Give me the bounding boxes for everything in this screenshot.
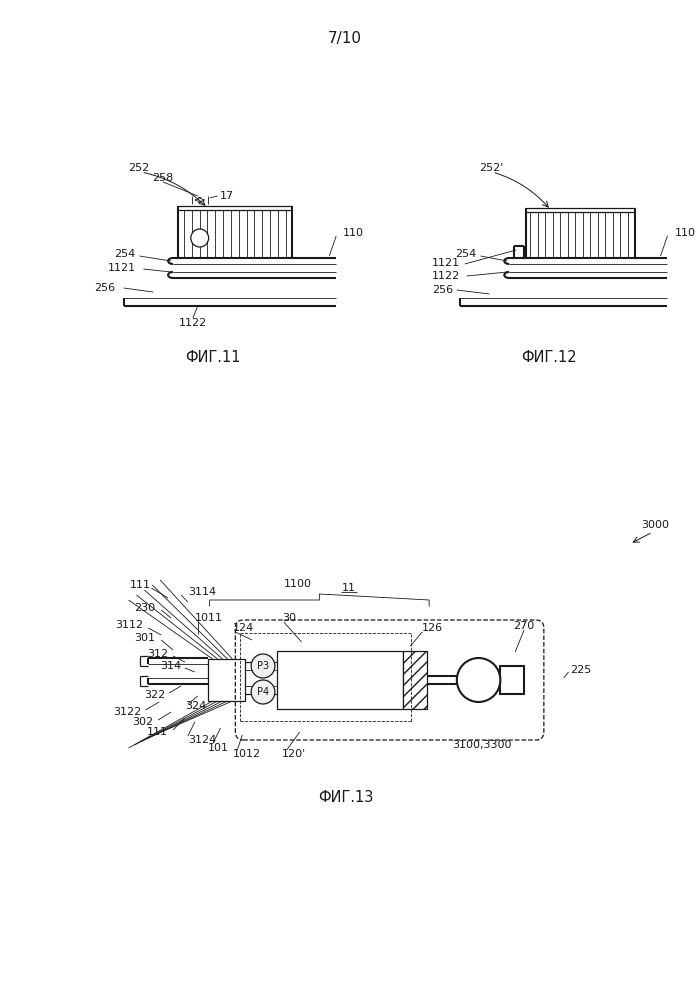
Text: 252': 252' — [480, 163, 504, 173]
Text: 254: 254 — [455, 249, 477, 259]
Circle shape — [191, 229, 208, 247]
Text: 1100: 1100 — [284, 579, 312, 589]
Text: P4: P4 — [257, 687, 269, 697]
Text: ФИГ.11: ФИГ.11 — [185, 351, 240, 365]
Text: 254: 254 — [114, 249, 136, 259]
Text: 270: 270 — [514, 621, 535, 631]
Text: 252: 252 — [129, 163, 150, 173]
Text: 3112: 3112 — [115, 620, 143, 630]
Text: 124: 124 — [232, 623, 254, 633]
Text: 110: 110 — [675, 228, 696, 238]
Text: 312: 312 — [147, 649, 168, 659]
Text: 3000: 3000 — [642, 520, 670, 530]
Circle shape — [251, 680, 275, 704]
Text: 225: 225 — [570, 665, 592, 675]
Text: 256: 256 — [94, 283, 116, 293]
Text: 11: 11 — [342, 583, 356, 593]
Text: 7/10: 7/10 — [328, 30, 362, 45]
Text: 111: 111 — [147, 727, 168, 737]
Bar — [208, 659, 245, 701]
Text: 1121: 1121 — [108, 263, 136, 273]
Text: 110: 110 — [343, 228, 364, 238]
Text: 301: 301 — [134, 633, 155, 643]
Circle shape — [251, 654, 275, 678]
Text: 126: 126 — [422, 623, 443, 633]
Text: 1122: 1122 — [431, 271, 460, 281]
Text: 111: 111 — [130, 580, 151, 590]
Text: 322: 322 — [144, 690, 165, 700]
Circle shape — [457, 658, 500, 702]
Text: P3: P3 — [257, 661, 269, 671]
Text: ФИГ.13: ФИГ.13 — [318, 790, 374, 806]
Bar — [500, 666, 524, 694]
Text: 3124: 3124 — [188, 735, 216, 745]
Text: ФИГ.12: ФИГ.12 — [521, 351, 577, 365]
Text: 314: 314 — [160, 661, 181, 671]
Text: 120': 120' — [282, 749, 306, 759]
Text: 1122: 1122 — [179, 318, 207, 328]
Bar — [277, 651, 403, 709]
Text: 324: 324 — [185, 701, 206, 711]
Text: 256: 256 — [432, 285, 453, 295]
Text: 30: 30 — [282, 613, 296, 623]
Text: 1121: 1121 — [432, 258, 460, 268]
Text: 258: 258 — [152, 173, 174, 183]
Text: 3100,3300: 3100,3300 — [452, 740, 511, 750]
Text: 101: 101 — [208, 743, 229, 753]
Text: 230: 230 — [134, 603, 155, 613]
Text: 17: 17 — [219, 191, 233, 201]
Text: 3122: 3122 — [113, 707, 141, 717]
Text: 3114: 3114 — [188, 587, 216, 597]
Text: 302: 302 — [132, 717, 153, 727]
Text: 1012: 1012 — [232, 749, 261, 759]
Text: 1011: 1011 — [195, 613, 223, 623]
Bar — [403, 651, 427, 709]
